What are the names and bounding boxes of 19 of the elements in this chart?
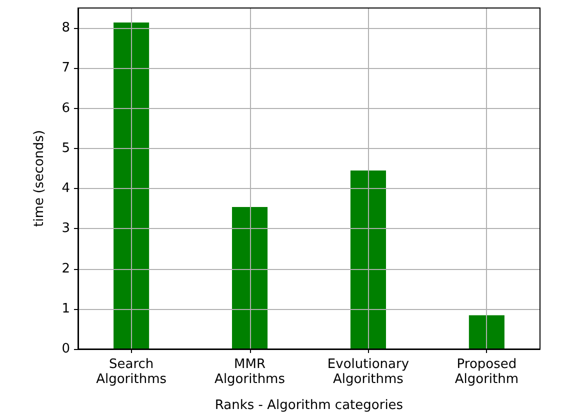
bar bbox=[114, 22, 150, 349]
y-tick-label: 0 bbox=[62, 342, 70, 356]
bar bbox=[468, 315, 504, 349]
x-tick-label: Evolutionary Algorithms bbox=[327, 357, 410, 387]
y-tick-label: 8 bbox=[62, 20, 70, 36]
y-tick-label: 6 bbox=[62, 100, 70, 116]
x-tick-label: MMR Algorithms bbox=[214, 357, 286, 387]
y-tick-label: 7 bbox=[62, 60, 70, 76]
x-tick-label: Search Algorithms bbox=[96, 357, 167, 387]
x-axis-title: Ranks - Algorithm categories bbox=[214, 398, 404, 413]
y-tick-label: 3 bbox=[62, 221, 70, 236]
y-tick-label: 5 bbox=[62, 140, 70, 156]
y-tick-label: 1 bbox=[62, 301, 70, 316]
bar bbox=[232, 206, 268, 349]
y-tick-label: 4 bbox=[62, 181, 70, 196]
y-tick-label: 2 bbox=[62, 261, 70, 276]
x-tick-label: Proposed Algorithm bbox=[454, 357, 519, 387]
y-axis-title: time (seconds) bbox=[32, 130, 47, 227]
bar bbox=[350, 170, 386, 349]
